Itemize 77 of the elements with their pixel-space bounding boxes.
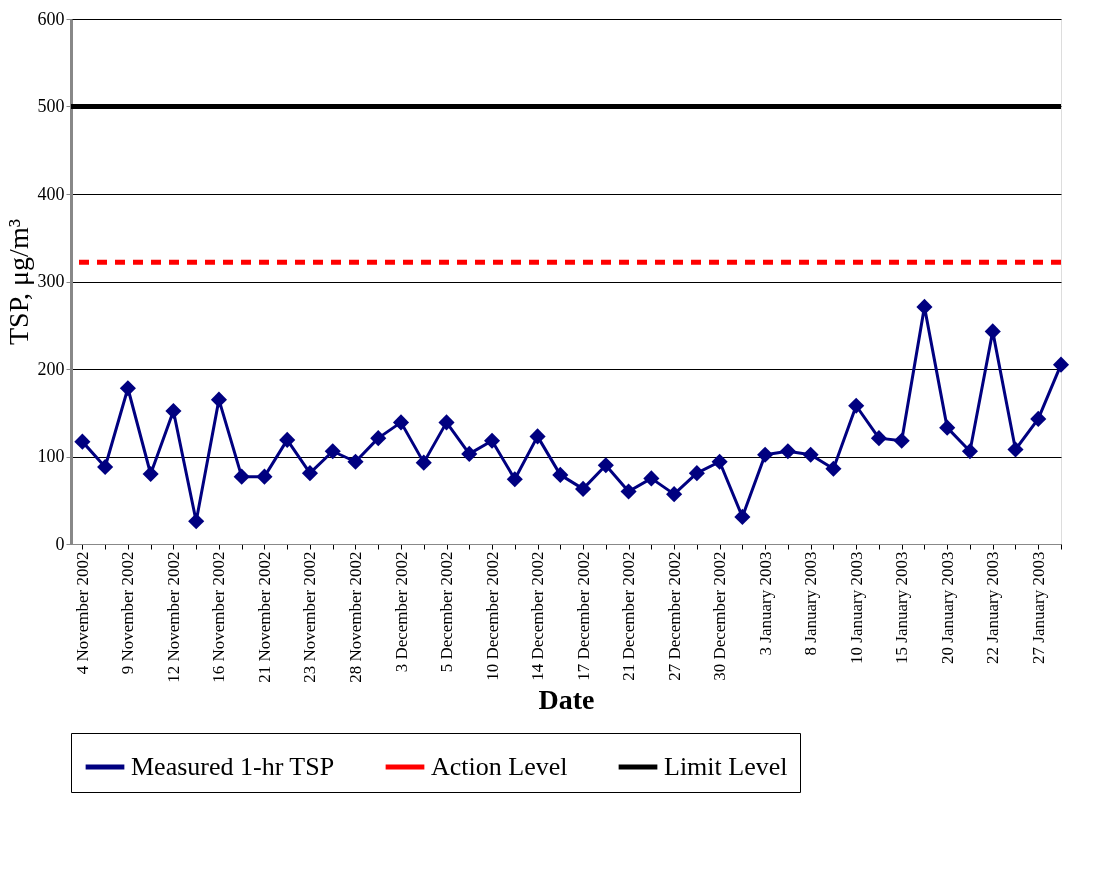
x-tick-label: 30 December 2002 [710,551,730,681]
x-tick-label: 5 December 2002 [437,551,457,673]
x-tick-label: 12 November 2002 [163,551,183,683]
point [939,419,956,436]
point [552,466,569,483]
point [415,454,432,471]
point [1030,410,1047,427]
point [870,430,887,447]
point [165,402,182,420]
x-tick-label: 28 November 2002 [345,551,365,683]
point [256,468,273,485]
point [734,508,751,525]
point [97,458,114,476]
point [119,380,136,397]
point [802,446,819,463]
x-tick-label: 21 December 2002 [619,551,639,681]
point [688,465,705,482]
point [279,431,296,448]
point [188,513,205,530]
x-tick-label: 10 January 2003 [846,551,866,664]
x-tick-label: 22 January 2003 [983,551,1003,664]
point [461,445,478,462]
x-tick-label: 17 December 2002 [573,551,593,681]
point [233,468,250,485]
x-tick-label: 20 January 2003 [937,551,957,664]
point [643,470,660,487]
point [620,483,637,500]
x-tick-label: 3 January 2003 [755,551,775,656]
point [848,397,865,414]
x-tick-label: 14 December 2002 [528,551,548,681]
x-axis-title: Date [538,683,595,715]
x-tick-label: 27 January 2003 [1028,551,1048,664]
point [597,457,614,474]
legend-label: Limit Level [664,752,788,781]
point [757,446,774,463]
legend-label: Action Level [431,752,568,781]
point [1052,356,1070,373]
point [893,432,910,449]
point [392,414,410,431]
x-tick-label: 8 January 2003 [801,551,821,656]
point [916,298,933,315]
point [779,443,796,460]
x-tick-label: 4 November 2002 [72,551,92,675]
point [506,471,523,488]
x-tick-label: 3 December 2002 [391,551,411,673]
x-tick-label: 15 January 2003 [892,551,912,664]
point [666,486,683,503]
y-tick-label: 300 [37,271,65,291]
y-tick-label: 600 [37,8,65,29]
x-tick-label: 21 November 2002 [254,551,274,683]
point [347,453,364,470]
point [438,414,455,431]
y-tick-label: 400 [37,183,65,204]
x-tick-label: 27 December 2002 [664,551,684,681]
point [1007,441,1024,458]
legend-label: Measured 1-hr TSP [131,752,335,781]
point [370,430,387,447]
y-axis-title: TSP, μg/m³ [2,218,34,346]
x-tick-label: 9 November 2002 [118,551,138,675]
y-tick-label: 100 [37,446,65,466]
point [324,443,341,460]
x-tick-label: 23 November 2002 [300,551,320,683]
x-tick-label: 16 November 2002 [209,551,229,683]
point [825,460,842,477]
point [483,432,501,449]
y-tick-label: 500 [37,96,65,116]
point [301,465,319,482]
point [575,480,592,497]
y-tick-label: 200 [37,358,65,379]
x-tick-label: 10 December 2002 [482,551,502,681]
point [529,428,546,445]
point [142,465,159,483]
point [711,453,728,470]
point [961,443,979,460]
y-tick-label: 0 [55,533,65,554]
point [74,433,91,450]
point [210,391,227,408]
